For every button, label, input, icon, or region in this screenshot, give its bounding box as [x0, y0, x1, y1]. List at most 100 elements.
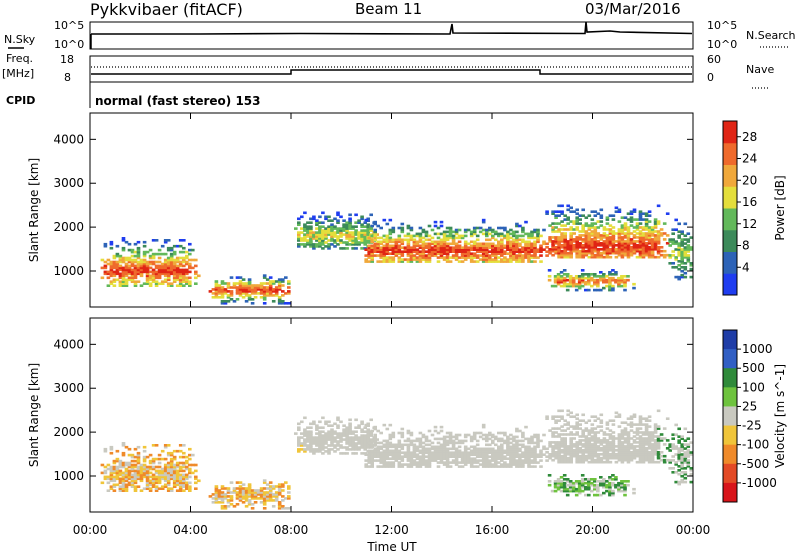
velocity-cell [172, 471, 177, 475]
velocity-cell [185, 485, 189, 488]
velocity-cell [503, 439, 507, 443]
velocity-cell [599, 483, 603, 487]
power-cell [309, 235, 313, 238]
power-cell [620, 224, 625, 227]
velocity-cell [518, 461, 522, 464]
power-cell [342, 233, 346, 236]
velocity-cell [327, 430, 331, 433]
velocity-cell [418, 455, 423, 458]
velocity-cell [680, 467, 684, 470]
power-cell [163, 264, 168, 268]
velocity-cell [430, 451, 435, 454]
velocity-cell [445, 451, 450, 454]
power-cell [388, 228, 393, 232]
power-cell [560, 220, 564, 223]
power-cell [348, 239, 352, 242]
power-cell [638, 240, 643, 243]
velocity-cell [524, 447, 528, 451]
velocity-cell [575, 460, 579, 464]
power-cell [376, 248, 380, 251]
velocity-cell [524, 449, 528, 453]
velocity-cell [653, 441, 658, 444]
power-cell [309, 237, 313, 240]
velocity-cell [680, 463, 684, 466]
power-cell [641, 251, 646, 255]
power-cell [671, 242, 675, 245]
power-cell [551, 222, 555, 225]
velocity-cell [229, 497, 234, 500]
power-cell [620, 284, 624, 288]
velocity-cell [611, 483, 615, 487]
power-cell [556, 282, 561, 286]
velocity-cell [220, 497, 225, 500]
velocity-cell [265, 497, 270, 500]
velocity-cell [271, 487, 276, 490]
velocity-cell [439, 429, 444, 433]
velocity-cell [124, 479, 129, 483]
range-tick-label: 3000 [53, 176, 84, 190]
power-y-axis-label: Slant Range [km] [27, 158, 41, 262]
power-cell [638, 251, 643, 255]
velocity-cell [318, 434, 322, 437]
velocity-cell [118, 487, 123, 490]
velocity-cell [644, 449, 649, 452]
velocity-cell [533, 465, 537, 468]
power-cell [100, 266, 105, 270]
power-cell [223, 292, 228, 295]
velocity-cell [169, 487, 174, 490]
velocity-cell [442, 451, 447, 454]
power-cell [312, 243, 316, 246]
velocity-cell [650, 453, 655, 456]
power-cell [662, 222, 667, 225]
power-cell [439, 232, 444, 236]
velocity-cell [169, 469, 174, 473]
power-cell [683, 248, 688, 251]
power-cell [574, 282, 579, 286]
velocity-cell [139, 469, 144, 473]
power-cell [442, 230, 447, 234]
power-cell [136, 262, 141, 266]
power-cell [163, 268, 168, 272]
velocity-cell [494, 435, 498, 439]
power-cell [475, 242, 480, 246]
power-colorbar-swatch [723, 164, 737, 187]
power-cell [303, 233, 307, 236]
velocity-cell [345, 448, 349, 451]
power-cell [571, 282, 576, 286]
velocity-cell [575, 456, 579, 460]
power-cell [250, 290, 255, 293]
velocity-cell [124, 463, 129, 467]
power-cell [424, 244, 429, 248]
power-cell [300, 239, 304, 242]
velocity-cell [556, 487, 561, 491]
power-cell [154, 239, 159, 242]
velocity-cell [194, 475, 198, 479]
velocity-cell [539, 459, 543, 462]
velocity-cell [412, 455, 417, 458]
velocity-cell [124, 489, 129, 492]
power-cell [644, 238, 649, 241]
noise-right-tick-top: 10^5 [707, 19, 737, 32]
power-cell [475, 256, 480, 259]
range-tick-label: 2000 [53, 425, 84, 439]
power-cell [157, 256, 162, 260]
power-cell [175, 256, 180, 260]
power-cell [121, 248, 126, 252]
freq-panel-frame [89, 55, 694, 83]
velocity-cell [671, 433, 675, 436]
power-cell [124, 278, 129, 282]
velocity-cell [241, 483, 246, 486]
velocity-cell [409, 433, 414, 437]
power-cell [638, 249, 643, 253]
velocity-cell [506, 463, 510, 466]
power-cell [551, 240, 555, 243]
velocity-cell [309, 442, 313, 445]
power-cell [463, 234, 468, 238]
velocity-cell [385, 449, 390, 453]
power-cell [379, 246, 383, 249]
velocity-cell [172, 485, 177, 488]
power-cell [357, 235, 361, 238]
power-cell [124, 264, 129, 268]
power-cell [330, 235, 334, 238]
